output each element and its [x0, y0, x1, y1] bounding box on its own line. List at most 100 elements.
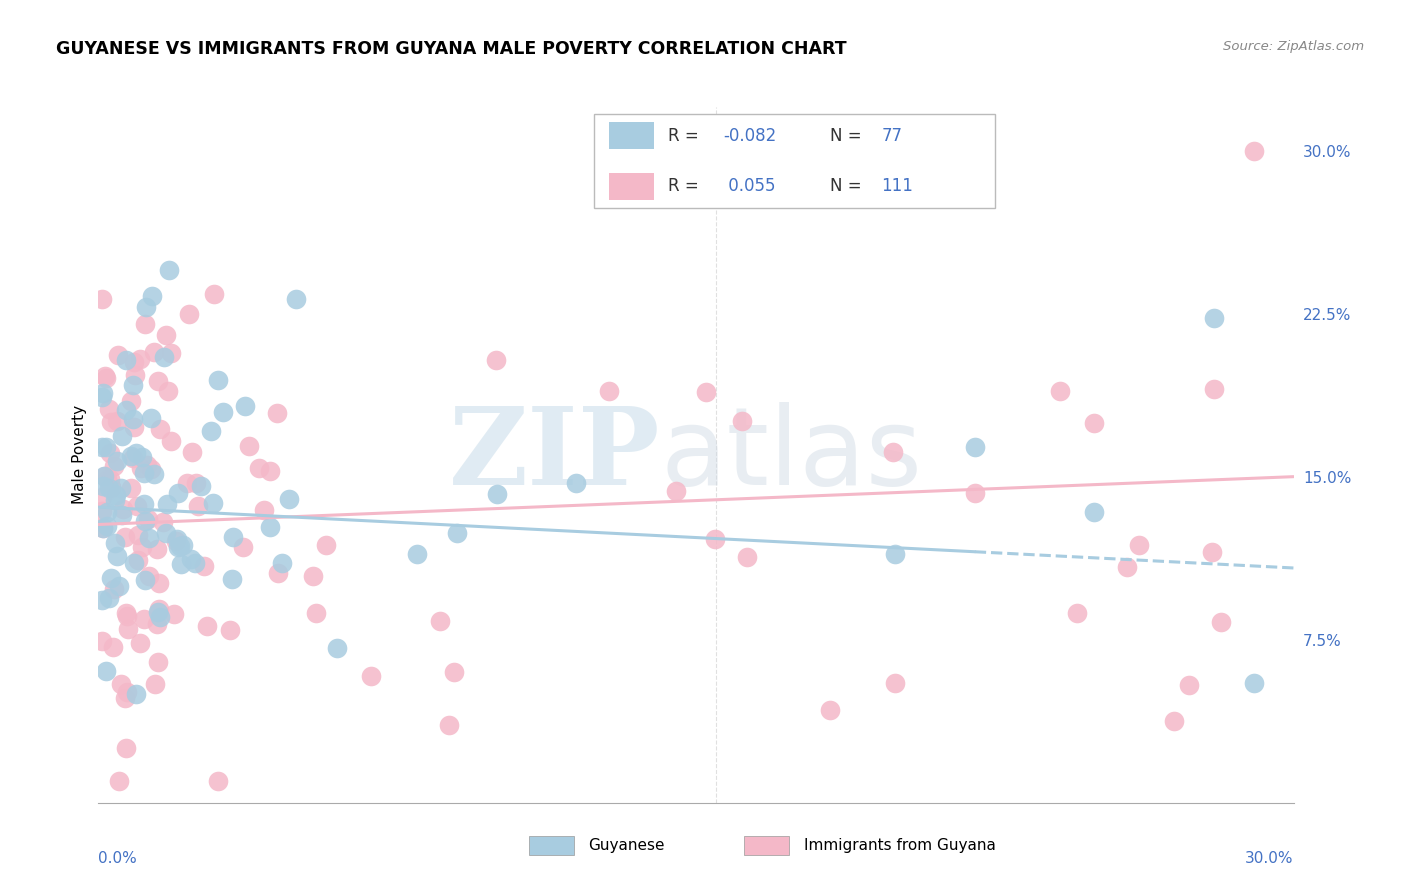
- Point: [134, 497, 156, 511]
- Point: [122, 355, 145, 369]
- Point: [163, 607, 186, 621]
- Point: [122, 451, 145, 466]
- Point: [96, 518, 118, 533]
- Point: [125, 687, 148, 701]
- Point: [136, 511, 159, 525]
- Point: [91, 504, 114, 518]
- Point: [139, 410, 162, 425]
- Point: [180, 444, 202, 458]
- Point: [129, 636, 152, 650]
- Point: [176, 476, 198, 491]
- Point: [98, 591, 121, 605]
- Point: [93, 468, 115, 483]
- Point: [104, 493, 127, 508]
- Point: [104, 487, 127, 501]
- Point: [155, 526, 177, 541]
- Point: [695, 385, 717, 400]
- Point: [429, 614, 451, 628]
- Point: [1243, 675, 1265, 690]
- Point: [100, 481, 122, 495]
- Point: [232, 541, 254, 555]
- Point: [259, 464, 281, 478]
- Point: [180, 552, 202, 566]
- Point: [238, 439, 260, 453]
- Point: [131, 450, 153, 464]
- Point: [115, 684, 138, 698]
- Point: [963, 486, 986, 500]
- Bar: [609, 173, 654, 200]
- Point: [1201, 544, 1223, 558]
- Y-axis label: Male Poverty: Male Poverty: [72, 405, 87, 505]
- Text: 77: 77: [882, 127, 903, 145]
- FancyBboxPatch shape: [595, 114, 995, 208]
- Point: [730, 414, 752, 428]
- Point: [146, 617, 169, 632]
- Point: [132, 612, 155, 626]
- Point: [167, 486, 190, 500]
- Point: [120, 394, 142, 409]
- Point: [963, 440, 986, 454]
- Point: [271, 556, 294, 570]
- Point: [172, 538, 194, 552]
- Point: [148, 610, 170, 624]
- Point: [135, 300, 157, 314]
- Point: [98, 472, 121, 486]
- Point: [884, 547, 907, 561]
- Point: [222, 530, 245, 544]
- Point: [125, 445, 148, 459]
- Point: [98, 481, 121, 495]
- Point: [1243, 144, 1265, 158]
- Point: [91, 593, 114, 607]
- Point: [105, 549, 128, 563]
- Point: [157, 384, 180, 399]
- Point: [110, 481, 132, 495]
- Point: [1115, 559, 1137, 574]
- Point: [148, 601, 170, 615]
- Point: [1128, 538, 1150, 552]
- Point: [186, 475, 208, 490]
- Point: [94, 665, 117, 679]
- Point: [98, 401, 121, 416]
- Text: N =: N =: [830, 178, 866, 195]
- Point: [129, 461, 152, 475]
- Point: [302, 569, 325, 583]
- Point: [91, 490, 114, 504]
- Point: [1178, 678, 1201, 692]
- Point: [105, 454, 128, 468]
- Point: [108, 774, 131, 789]
- Point: [115, 403, 138, 417]
- Point: [91, 634, 114, 648]
- Point: [156, 497, 179, 511]
- Point: [93, 521, 115, 535]
- Point: [253, 503, 276, 517]
- Bar: [529, 836, 574, 855]
- Text: R =: R =: [668, 127, 704, 145]
- Point: [284, 292, 307, 306]
- Point: [138, 531, 160, 545]
- Point: [134, 318, 156, 332]
- Point: [167, 540, 190, 554]
- Point: [114, 691, 136, 706]
- Text: ZIP: ZIP: [449, 402, 661, 508]
- Point: [277, 491, 299, 506]
- Point: [141, 462, 163, 476]
- Text: Guyanese: Guyanese: [589, 838, 665, 853]
- Point: [184, 556, 207, 570]
- Text: Source: ZipAtlas.com: Source: ZipAtlas.com: [1223, 40, 1364, 54]
- Point: [108, 579, 131, 593]
- Point: [155, 328, 177, 343]
- Point: [117, 623, 139, 637]
- Point: [207, 774, 229, 789]
- Text: 30.0%: 30.0%: [1246, 851, 1294, 865]
- Point: [115, 609, 138, 624]
- Point: [267, 566, 290, 581]
- Point: [142, 467, 165, 481]
- Point: [200, 425, 222, 439]
- Text: 0.0%: 0.0%: [98, 851, 138, 865]
- Point: [132, 466, 155, 480]
- Point: [121, 412, 143, 426]
- Point: [665, 484, 688, 499]
- Point: [247, 461, 270, 475]
- Point: [160, 434, 183, 448]
- Point: [96, 472, 118, 486]
